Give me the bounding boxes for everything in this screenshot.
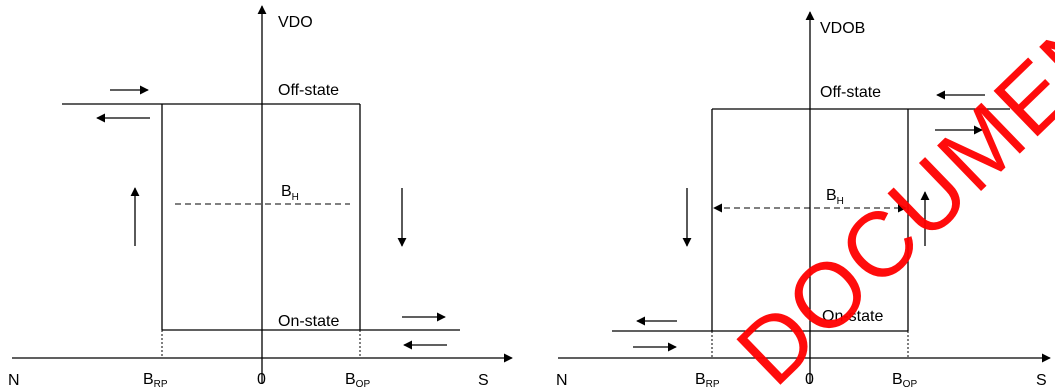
- right-release-label: BRP: [695, 371, 720, 390]
- left-release-label: BRP: [143, 371, 168, 390]
- left-on-state-label: On-state: [278, 313, 339, 330]
- left-y-axis-label: VDO: [278, 14, 313, 31]
- left-x-left-label: N: [8, 372, 20, 389]
- left-origin-label: 0: [257, 371, 266, 388]
- left-x-right-label: S: [478, 372, 489, 389]
- right-origin-label: 0: [805, 371, 814, 388]
- left-diagram: VDO Off-state On-state BH N S BRP 0 BOP: [8, 5, 513, 390]
- right-hysteresis-label: BH: [826, 187, 844, 207]
- right-x-right-label: S: [1036, 372, 1047, 389]
- right-x-left-label: N: [556, 372, 568, 389]
- left-hysteresis-label: BH: [281, 183, 299, 203]
- right-operate-label: BOP: [892, 371, 917, 390]
- right-y-axis-label: VDOB: [820, 20, 865, 37]
- right-diagram: VDOB Off-state On-state BH N S BRP 0 BOP: [556, 11, 1051, 390]
- left-off-state-label: Off-state: [278, 82, 339, 99]
- left-operate-label: BOP: [345, 371, 370, 390]
- right-on-state-label: On-state: [822, 308, 883, 325]
- right-off-state-label: Off-state: [820, 84, 881, 101]
